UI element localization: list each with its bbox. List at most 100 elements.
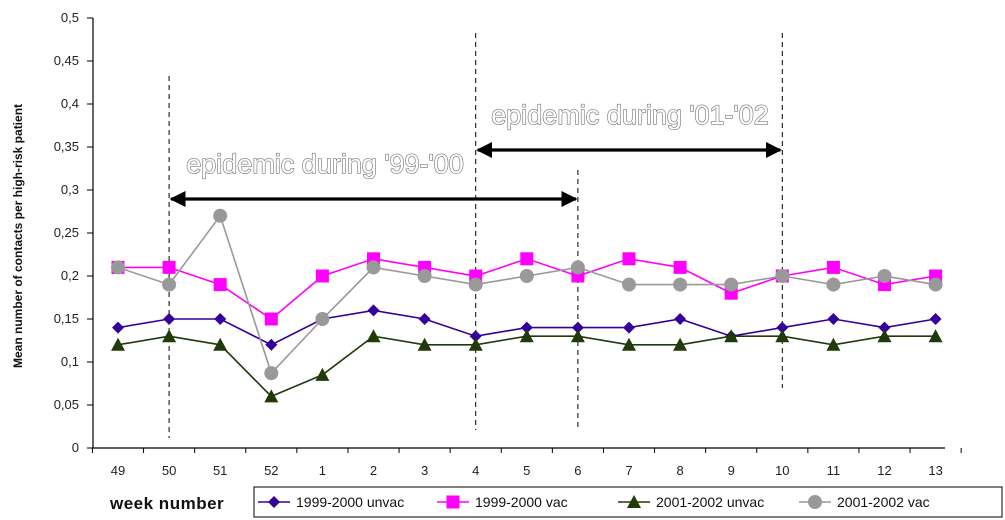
data-point xyxy=(622,252,636,266)
x-tick-label: 8 xyxy=(676,463,683,478)
series-line xyxy=(117,214,936,375)
y-tick-label: 0,05 xyxy=(54,397,79,412)
data-point xyxy=(213,278,227,292)
series-line xyxy=(118,257,936,321)
legend-label: 1999-2000 vac xyxy=(475,494,568,510)
legend-item: 2001-2002 vac xyxy=(799,494,930,510)
data-point xyxy=(315,269,329,283)
data-point xyxy=(627,495,641,508)
x-tick-label: 11 xyxy=(827,463,841,478)
y-tick-label: 0,25 xyxy=(54,225,79,240)
data-point xyxy=(265,338,278,351)
legend-label: 2001-2002 unvac xyxy=(656,494,764,510)
data-point xyxy=(417,269,432,283)
epidemic-label: epidemic during '99-'00 xyxy=(186,149,463,179)
data-point xyxy=(213,208,228,223)
y-tick-label: 0,15 xyxy=(54,311,79,326)
legend-item: 1999-2000 unvac xyxy=(258,494,404,510)
data-point xyxy=(520,252,534,266)
y-tick-label: 0,45 xyxy=(54,53,79,68)
data-point xyxy=(808,495,822,509)
x-tick-label: 52 xyxy=(264,463,278,478)
legend-item: 2001-2002 unvac xyxy=(618,494,764,510)
data-point xyxy=(775,329,790,343)
data-point xyxy=(622,337,636,351)
data-point xyxy=(264,366,279,381)
x-tick-label: 7 xyxy=(625,463,632,478)
y-tick-label: 0,5 xyxy=(61,10,79,25)
data-point xyxy=(469,330,482,343)
data-point xyxy=(877,329,892,343)
data-point xyxy=(418,313,431,325)
data-point xyxy=(468,277,483,292)
data-point xyxy=(214,313,227,325)
data-point xyxy=(519,269,534,283)
data-point xyxy=(264,312,278,326)
data-point xyxy=(877,269,892,283)
x-tick-label: 4 xyxy=(472,463,479,478)
data-point xyxy=(776,321,789,334)
data-point xyxy=(162,260,176,274)
data-point xyxy=(162,277,177,292)
data-point xyxy=(570,329,585,343)
legend-label: 2001-2002 vac xyxy=(837,494,930,510)
data-point xyxy=(622,277,636,292)
data-point xyxy=(163,313,176,325)
data-point xyxy=(213,337,228,351)
data-point xyxy=(826,337,841,351)
data-point xyxy=(570,260,585,275)
legend-item: 1999-2000 vac xyxy=(437,494,568,510)
x-tick-label: 3 xyxy=(421,463,428,478)
data-point xyxy=(929,313,942,325)
data-point xyxy=(112,321,124,334)
data-point xyxy=(366,260,381,275)
data-point xyxy=(571,321,584,334)
data-point xyxy=(315,312,330,326)
data-point xyxy=(315,367,330,381)
x-tick-label: 6 xyxy=(574,463,581,478)
x-axis-title: week number xyxy=(109,494,224,513)
legend: 1999-2000 unvac 1999-2000 vac 2001-2002 un… xyxy=(253,486,1003,518)
data-point xyxy=(417,337,432,351)
series-2001-2002-vac xyxy=(111,208,943,381)
data-point xyxy=(827,313,840,325)
data-point xyxy=(724,329,739,343)
data-point xyxy=(826,277,841,292)
data-point xyxy=(878,321,891,334)
data-point xyxy=(826,260,840,274)
data-point xyxy=(111,337,125,351)
x-tick-label: 1 xyxy=(319,463,326,478)
y-tick-label: 0,35 xyxy=(54,139,79,154)
y-tick-label: 0,3 xyxy=(61,182,79,197)
data-point xyxy=(673,260,687,274)
data-point xyxy=(519,329,534,343)
data-point xyxy=(446,495,460,509)
x-tick-label: 10 xyxy=(775,463,789,478)
x-tick-label: 50 xyxy=(162,463,176,478)
data-point xyxy=(520,321,533,334)
y-tick-label: 0 xyxy=(72,440,79,455)
data-point xyxy=(674,313,687,325)
epidemic-label: epidemic during '01-'02 xyxy=(491,100,768,130)
data-point xyxy=(367,304,380,317)
data-point xyxy=(928,277,943,292)
x-tick-label: 5 xyxy=(523,463,530,478)
data-point xyxy=(268,496,280,508)
y-tick-label: 0,1 xyxy=(61,354,79,369)
series-2001-2002-unvac xyxy=(111,329,943,403)
data-point xyxy=(468,337,483,351)
x-tick-label: 12 xyxy=(877,463,891,478)
series-1999-2000-unvac xyxy=(112,304,942,351)
x-tick-label: 2 xyxy=(370,463,377,478)
data-point xyxy=(162,329,177,343)
x-tick-label: 49 xyxy=(111,463,125,478)
series-line xyxy=(117,335,936,398)
x-tick-label: 51 xyxy=(213,463,227,478)
y-tick-label: 0,4 xyxy=(61,96,79,111)
x-tick-label: 9 xyxy=(728,463,735,478)
data-point xyxy=(928,329,943,343)
data-point xyxy=(673,337,688,351)
data-point xyxy=(775,269,790,283)
data-point xyxy=(623,321,635,334)
